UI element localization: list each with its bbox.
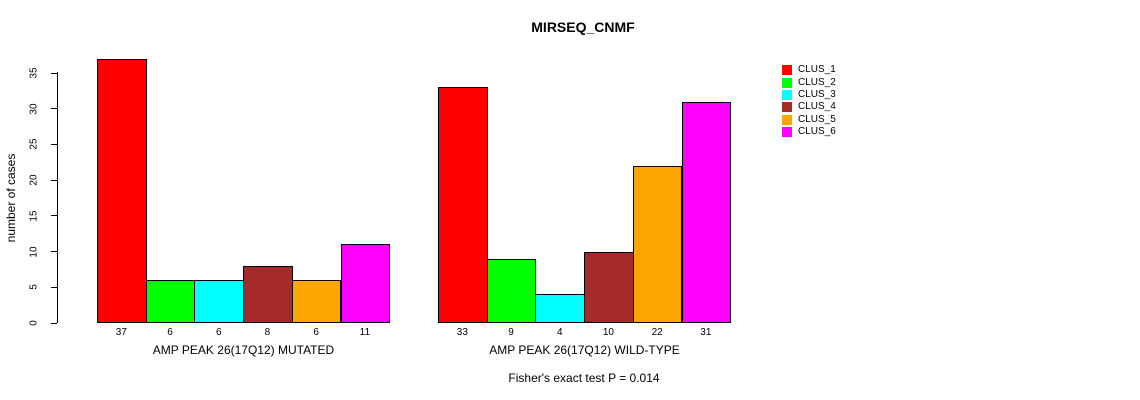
bar-clus_3-wildtype (535, 294, 586, 323)
bar-clus_2-mutated (145, 280, 196, 323)
bar-value-clus_6-mutated: 11 (359, 327, 371, 338)
bar-value-clus_4-wildtype: 10 (602, 327, 614, 338)
bars-wildtype (438, 53, 732, 323)
legend-item-clus_6: CLUS_6 (782, 126, 836, 138)
bar-value-clus_5-mutated: 6 (313, 327, 319, 338)
bar-clus_1-mutated (97, 59, 147, 323)
y-tick-mark (51, 72, 57, 74)
legend-label-clus_2: CLUS_2 (798, 76, 836, 88)
y-tick-mark (51, 215, 57, 217)
y-tick-mark (51, 322, 57, 324)
chart-title: MIRSEQ_CNMF (531, 19, 635, 35)
bar-clus_2-wildtype (486, 259, 537, 323)
y-tick-label: 20 (28, 174, 40, 186)
y-tick-mark (51, 286, 57, 288)
legend-label-clus_3: CLUS_3 (798, 88, 836, 100)
legend-item-clus_3: CLUS_3 (782, 89, 836, 101)
y-axis-title: number of cases (4, 153, 18, 243)
legend-label-clus_5: CLUS_5 (798, 113, 836, 125)
bar-clus_6-wildtype (681, 102, 732, 323)
y-tick-label: 25 (28, 138, 40, 150)
bar-value-clus_5-wildtype: 22 (651, 327, 663, 338)
bar-value-clus_2-wildtype: 9 (508, 327, 514, 338)
fisher-test-note: Fisher's exact test P = 0.014 (508, 371, 660, 385)
y-tick-label: 30 (28, 103, 40, 115)
bar-clus_5-wildtype (632, 166, 683, 323)
y-tick-mark (51, 251, 57, 253)
legend-swatch-clus_2 (782, 77, 792, 88)
legend-item-clus_4: CLUS_4 (782, 101, 836, 113)
legend-label-clus_6: CLUS_6 (798, 126, 836, 138)
bar-clus_4-mutated (243, 266, 293, 323)
bar-value-clus_1-mutated: 37 (115, 327, 127, 338)
bar-clus_1-wildtype (438, 87, 488, 323)
legend-swatch-clus_3 (782, 89, 792, 100)
legend-item-clus_2: CLUS_2 (782, 76, 836, 88)
bars-mutated (97, 53, 391, 323)
legend-item-clus_1: CLUS_1 (782, 64, 836, 76)
legend-swatch-clus_4 (782, 102, 792, 113)
legend-label-clus_1: CLUS_1 (798, 64, 836, 76)
bar-clus_3-mutated (194, 280, 245, 323)
x-axis-label-wildtype: AMP PEAK 26(17Q12) WILD-TYPE (489, 343, 680, 357)
bar-value-clus_3-mutated: 6 (215, 327, 222, 338)
bar-value-clus_2-mutated: 6 (167, 327, 173, 338)
legend-swatch-clus_5 (782, 114, 792, 125)
x-axis-label-mutated: AMP PEAK 26(17Q12) MUTATED (152, 343, 335, 357)
y-tick-label: 15 (28, 210, 40, 222)
legend: CLUS_1 CLUS_2 CLUS_3 CLUS_4 CLUS_5 CLUS_6 (782, 64, 836, 138)
bar-clus_6-mutated (340, 244, 391, 323)
y-tick-mark (51, 179, 57, 181)
bar-clus_5-mutated (291, 280, 342, 323)
legend-swatch-clus_6 (782, 127, 792, 138)
y-tick-mark (51, 143, 57, 145)
y-tick-mark (51, 108, 57, 110)
y-tick-label: 0 (28, 320, 40, 326)
bar-value-clus_6-wildtype: 31 (700, 327, 712, 338)
legend-swatch-clus_1 (782, 65, 792, 76)
y-tick-label: 10 (28, 246, 40, 258)
bar-value-clus_1-wildtype: 33 (456, 327, 468, 338)
bar-value-clus_4-mutated: 8 (264, 327, 271, 338)
barplot-mutated: 37 6 6 8 6 11 AMP PEAK 26(17Q12) MUTATED (97, 53, 391, 357)
legend-label-clus_4: CLUS_4 (798, 101, 836, 113)
y-axis-line (57, 72, 58, 323)
y-tick-label: 5 (28, 284, 40, 291)
bar-clus_4-wildtype (584, 252, 634, 323)
legend-item-clus_5: CLUS_5 (782, 114, 836, 126)
y-tick-label: 35 (28, 67, 40, 79)
bar-value-clus_3-wildtype: 4 (556, 327, 563, 338)
barplot-wildtype: 33 9 4 10 22 31 AMP PEAK 26(17Q12) WILD-TYPE (438, 53, 732, 357)
